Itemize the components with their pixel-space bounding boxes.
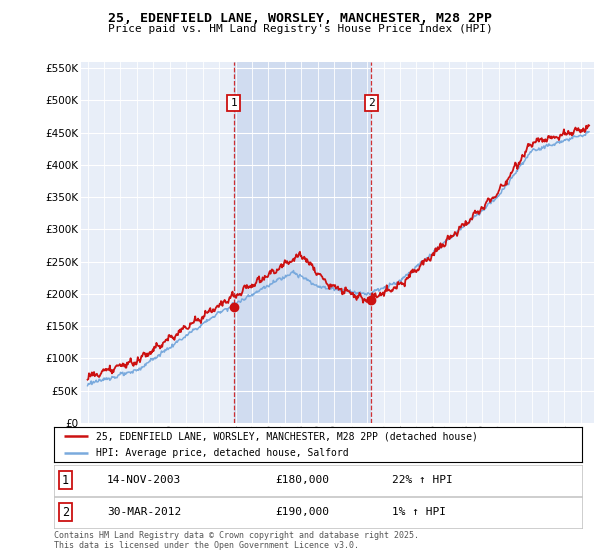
Text: 14-NOV-2003: 14-NOV-2003	[107, 475, 181, 485]
Text: 30-MAR-2012: 30-MAR-2012	[107, 507, 181, 517]
Text: 1: 1	[230, 98, 237, 108]
Text: Contains HM Land Registry data © Crown copyright and database right 2025.
This d: Contains HM Land Registry data © Crown c…	[54, 531, 419, 550]
Text: 1: 1	[62, 474, 69, 487]
Bar	[233, 62, 371, 423]
Text: 2: 2	[368, 98, 374, 108]
Text: 1% ↑ HPI: 1% ↑ HPI	[392, 507, 446, 517]
Text: 2: 2	[62, 506, 69, 519]
Text: 25, EDENFIELD LANE, WORSLEY, MANCHESTER, M28 2PP (detached house): 25, EDENFIELD LANE, WORSLEY, MANCHESTER,…	[96, 431, 478, 441]
Text: £190,000: £190,000	[276, 507, 330, 517]
Text: £180,000: £180,000	[276, 475, 330, 485]
Text: 25, EDENFIELD LANE, WORSLEY, MANCHESTER, M28 2PP: 25, EDENFIELD LANE, WORSLEY, MANCHESTER,…	[108, 12, 492, 25]
Text: Price paid vs. HM Land Registry's House Price Index (HPI): Price paid vs. HM Land Registry's House …	[107, 24, 493, 34]
Text: HPI: Average price, detached house, Salford: HPI: Average price, detached house, Salf…	[96, 448, 349, 458]
Text: 22% ↑ HPI: 22% ↑ HPI	[392, 475, 452, 485]
